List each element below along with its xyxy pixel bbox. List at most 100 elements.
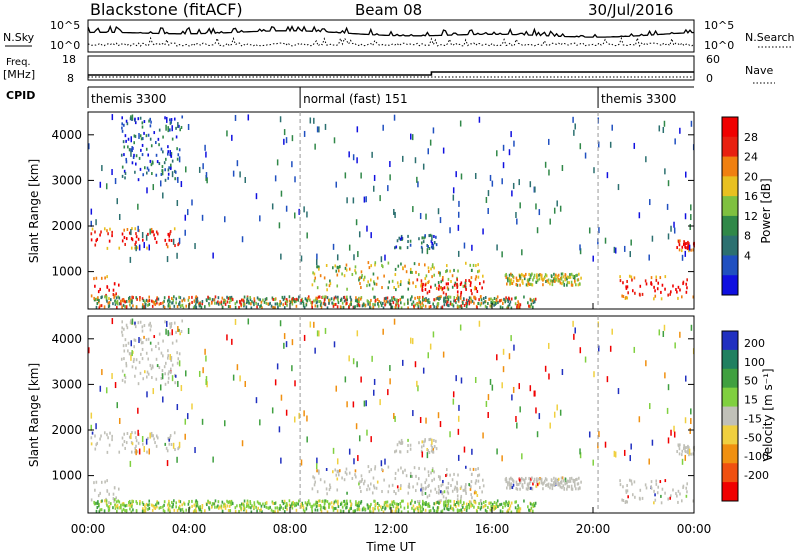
- power-cell: [313, 272, 316, 276]
- velocity-cell: [441, 509, 444, 513]
- power-cell: [373, 280, 375, 284]
- velocity-cell: [130, 433, 132, 440]
- power-cell: [149, 124, 152, 128]
- velocity-cell: [664, 491, 666, 495]
- velocity-cell: [456, 494, 459, 498]
- velocity-cell: [435, 509, 438, 513]
- velocity-cell: [167, 503, 169, 507]
- velocity-cell: [500, 502, 503, 506]
- velocity-cell: [515, 416, 517, 423]
- velocity-cell: [291, 504, 294, 508]
- power-cell: [158, 162, 161, 166]
- velocity-cell: [214, 505, 216, 509]
- power-cell: [552, 279, 554, 283]
- power-cell: [409, 243, 412, 247]
- power-cell: [402, 155, 404, 162]
- velocity-cell: [634, 495, 636, 499]
- power-cell: [178, 237, 181, 244]
- velocity-cell: [165, 328, 167, 335]
- velocity-cell: [407, 438, 409, 442]
- velocity-cell: [460, 377, 463, 384]
- velocity-cell: [118, 450, 121, 454]
- velocity-cell: [531, 503, 534, 507]
- power-cell: [383, 274, 385, 278]
- power-cell: [397, 299, 400, 303]
- power-cell: [108, 288, 110, 292]
- velocity-cell: [452, 398, 455, 405]
- velocity-cell: [177, 447, 179, 451]
- velocity-cell: [622, 498, 625, 502]
- velocity-cell: [128, 501, 130, 505]
- velocity-cell: [346, 491, 348, 495]
- velocity-cell: [195, 501, 198, 505]
- velocity-cell: [638, 416, 641, 423]
- power-cell: [104, 295, 106, 299]
- power-cell: [450, 280, 452, 284]
- power-cell: [597, 141, 600, 148]
- power-cell: [417, 181, 419, 188]
- power-cell: [384, 303, 386, 307]
- velocity-cell: [654, 498, 657, 502]
- velocity-cell: [300, 505, 302, 509]
- velocity-cell: [335, 385, 338, 392]
- velocity-cell: [308, 502, 311, 506]
- velocity-cell: [371, 491, 374, 495]
- power-cell: [167, 302, 170, 306]
- velocity-cell: [314, 480, 317, 484]
- power-cell: [391, 305, 394, 309]
- velocity-cell: [112, 506, 114, 510]
- velocity-cell: [479, 486, 481, 490]
- power-cell: [511, 190, 513, 197]
- power-cell: [432, 127, 435, 134]
- velocity-cell: [280, 394, 283, 401]
- power-cell: [625, 286, 628, 290]
- velocity-cell: [365, 400, 367, 407]
- noise-tick-low-left: 10^0: [50, 39, 80, 52]
- velocity-cell: [568, 485, 570, 489]
- velocity-cell: [334, 468, 337, 472]
- power-cell: [136, 297, 138, 301]
- power-cell: [187, 123, 190, 130]
- power-cell: [318, 267, 320, 271]
- power-cell: [152, 300, 154, 304]
- velocity-cell: [214, 499, 217, 503]
- velocity-cell: [412, 410, 414, 417]
- velocity-cell: [449, 499, 452, 503]
- power-cell: [495, 301, 498, 305]
- power-cell: [171, 159, 174, 163]
- power-cell: [113, 295, 115, 299]
- velocity-cell: [449, 504, 452, 508]
- freq-panel-frame: [87, 55, 695, 81]
- power-cell: [451, 285, 454, 289]
- power-cell: [314, 298, 317, 302]
- power-cell: [421, 236, 424, 240]
- power-cell: [180, 125, 183, 129]
- velocity-cell: [108, 508, 111, 512]
- power-cell: [538, 273, 540, 277]
- velocity-cell: [459, 500, 462, 504]
- velocity-cell: [433, 477, 436, 481]
- velocity-cell: [400, 505, 402, 509]
- power-cell: [291, 297, 294, 301]
- power-cell: [157, 137, 160, 141]
- velocity-cell: [572, 478, 575, 482]
- power-cell: [341, 272, 343, 276]
- velocity-cell: [301, 503, 304, 507]
- power-cell: [393, 286, 395, 290]
- velocity-cell: [534, 501, 537, 505]
- power-cell: [535, 280, 538, 284]
- velocity-cell: [142, 502, 145, 506]
- velocity-cell: [560, 480, 563, 484]
- velocity-cell: [191, 504, 193, 508]
- velocity-cell: [227, 509, 230, 513]
- power-cell: [134, 170, 136, 174]
- velocity-cell: [532, 509, 534, 513]
- power-cell: [451, 302, 453, 306]
- velocity-cell: [176, 351, 178, 355]
- power-cell: [300, 255, 303, 262]
- velocity-cell: [341, 505, 344, 509]
- power-cell: [395, 303, 397, 307]
- velocity-cell: [270, 508, 273, 512]
- velocity-cell: [136, 450, 139, 454]
- velocity-cell: [263, 504, 266, 508]
